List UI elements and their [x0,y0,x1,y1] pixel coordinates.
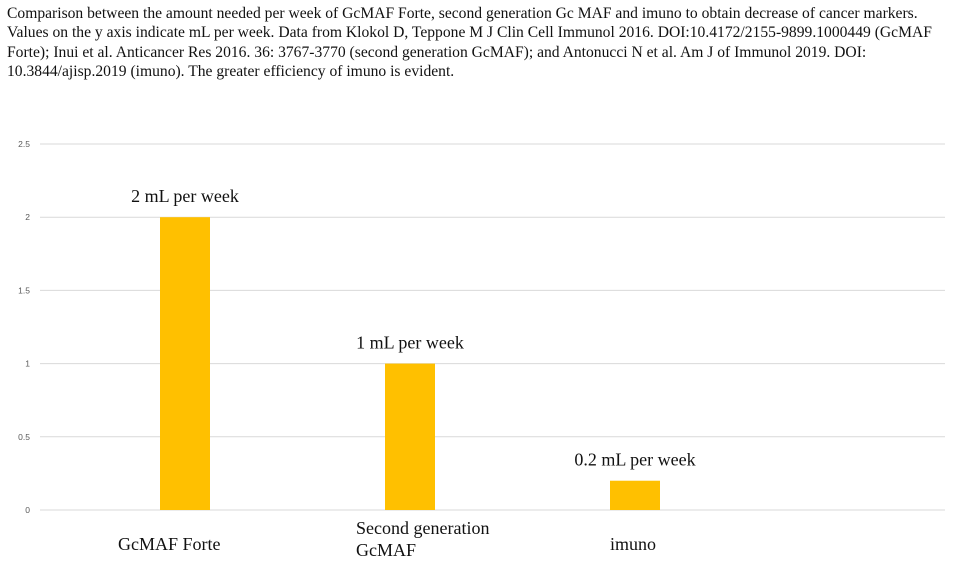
y-tick-label: 2.5 [18,139,30,149]
x-category-label: imuno [610,534,656,554]
data-label: 1 mL per week [356,333,464,353]
bar [160,217,210,510]
bar [610,480,660,510]
data-label: 2 mL per week [131,186,239,206]
y-tick-label: 0.5 [18,432,30,442]
chart-caption: Comparison between the amount needed per… [7,5,932,80]
data-label: 0.2 mL per week [574,450,695,470]
y-tick-label: 2 [25,212,30,222]
x-category-label: GcMAF [356,540,416,560]
x-category-label: Second generation [356,518,489,538]
x-category-label: GcMAF Forte [118,534,221,554]
y-tick-label: 0 [25,505,30,515]
bar [385,363,435,510]
y-tick-label: 1.5 [18,285,30,295]
y-tick-label: 1 [25,359,30,369]
